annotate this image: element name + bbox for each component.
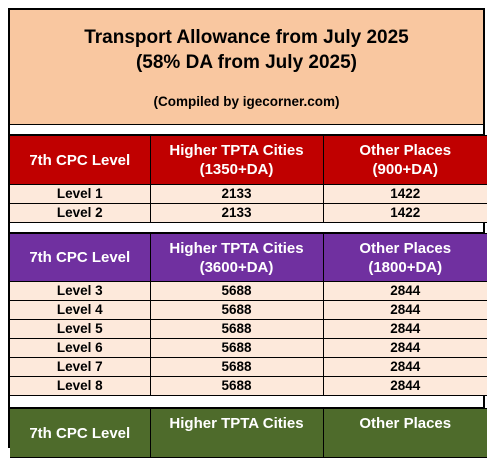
column-header-higher-cities: Higher TPTA Cities (1350+DA) [149, 135, 324, 185]
column-header-other-places: Other Places (1800+DA) [322, 233, 487, 282]
table-header-row: 7th CPC Level Higher TPTA Cities (1350+D… [10, 135, 487, 185]
cell-other-amount: 2844 [322, 357, 487, 377]
column-header-level: 7th CPC Level [10, 135, 151, 185]
table-row: Level 2 2133 1422 [10, 203, 487, 223]
table-row: Level 8 5688 2844 [10, 376, 487, 396]
column-header-higher-cities: Higher TPTA Cities (3600+DA) [149, 233, 324, 282]
column-header-rate: (1800+DA) [368, 258, 443, 276]
spacer [10, 223, 483, 233]
column-header-label: Higher TPTA Cities [169, 142, 304, 159]
table-levels-3-8: 7th CPC Level Higher TPTA Cities (3600+D… [10, 233, 487, 396]
cell-higher-amount: 5688 [149, 300, 324, 320]
compiled-by-note: (Compiled by igecorner.com) [153, 94, 340, 109]
table-row: Level 7 5688 2844 [10, 357, 487, 377]
table-levels-1-2: 7th CPC Level Higher TPTA Cities (1350+D… [10, 135, 487, 223]
table-row: Level 1 2133 1422 [10, 184, 487, 204]
spacer [10, 125, 483, 135]
sheet-header: Transport Allowance from July 2025 (58% … [10, 10, 483, 125]
cell-other-amount: 1422 [322, 184, 487, 204]
page-title: Transport Allowance from July 2025 [84, 27, 409, 48]
table-header-row: 7th CPC Level Higher TPTA Cities Other P… [10, 408, 488, 458]
cell-level: Level 4 [10, 300, 151, 320]
cell-higher-amount: 5688 [149, 357, 324, 377]
cell-other-amount: 2844 [322, 376, 487, 396]
column-header-rate: (3600+DA) [199, 258, 274, 276]
column-header-rate: (1350+DA) [199, 161, 274, 178]
allowance-sheet: Transport Allowance from July 2025 (58% … [8, 8, 487, 458]
column-header-label: Other Places [359, 415, 452, 432]
cell-level: Level 7 [10, 357, 151, 377]
cell-level: Level 6 [10, 338, 151, 358]
spacer [10, 396, 483, 408]
column-header-label: Higher TPTA Cities [169, 239, 304, 257]
cell-higher-amount: 5688 [149, 319, 324, 339]
column-header-label: Other Places [359, 142, 452, 159]
column-header-label: Higher TPTA Cities [169, 415, 304, 432]
cell-level: Level 2 [10, 203, 151, 223]
column-header-level: 7th CPC Level [10, 408, 151, 458]
table-row: Level 6 5688 2844 [10, 338, 487, 358]
column-header-other-places: Other Places (900+DA) [322, 135, 487, 185]
table-higher-levels: 7th CPC Level Higher TPTA Cities Other P… [10, 408, 487, 458]
cell-higher-amount: 5688 [149, 281, 324, 301]
cell-other-amount: 2844 [322, 319, 487, 339]
cell-level: Level 5 [10, 319, 151, 339]
cell-level: Level 8 [10, 376, 151, 396]
cell-other-amount: 2844 [322, 300, 487, 320]
cell-level: Level 3 [10, 281, 151, 301]
column-header-rate [324, 433, 488, 452]
column-header-rate [151, 433, 323, 452]
table-row: Level 4 5688 2844 [10, 300, 487, 320]
column-header-rate: (900+DA) [372, 161, 438, 178]
cell-higher-amount: 2133 [149, 203, 324, 223]
table-row: Level 3 5688 2844 [10, 281, 487, 301]
cell-higher-amount: 5688 [149, 338, 324, 358]
cell-level: Level 1 [10, 184, 151, 204]
cell-other-amount: 1422 [322, 203, 487, 223]
table-row: Level 5 5688 2844 [10, 319, 487, 339]
column-header-higher-cities: Higher TPTA Cities [149, 408, 324, 458]
column-header-label: Other Places [359, 239, 452, 257]
cell-higher-amount: 5688 [149, 376, 324, 396]
page-subtitle: (58% DA from July 2025) [135, 52, 358, 73]
cell-higher-amount: 2133 [149, 184, 324, 204]
column-header-other-places: Other Places [322, 408, 488, 458]
cell-other-amount: 2844 [322, 338, 487, 358]
column-header-level: 7th CPC Level [10, 233, 151, 282]
cell-other-amount: 2844 [322, 281, 487, 301]
table-header-row: 7th CPC Level Higher TPTA Cities (3600+D… [10, 233, 487, 282]
